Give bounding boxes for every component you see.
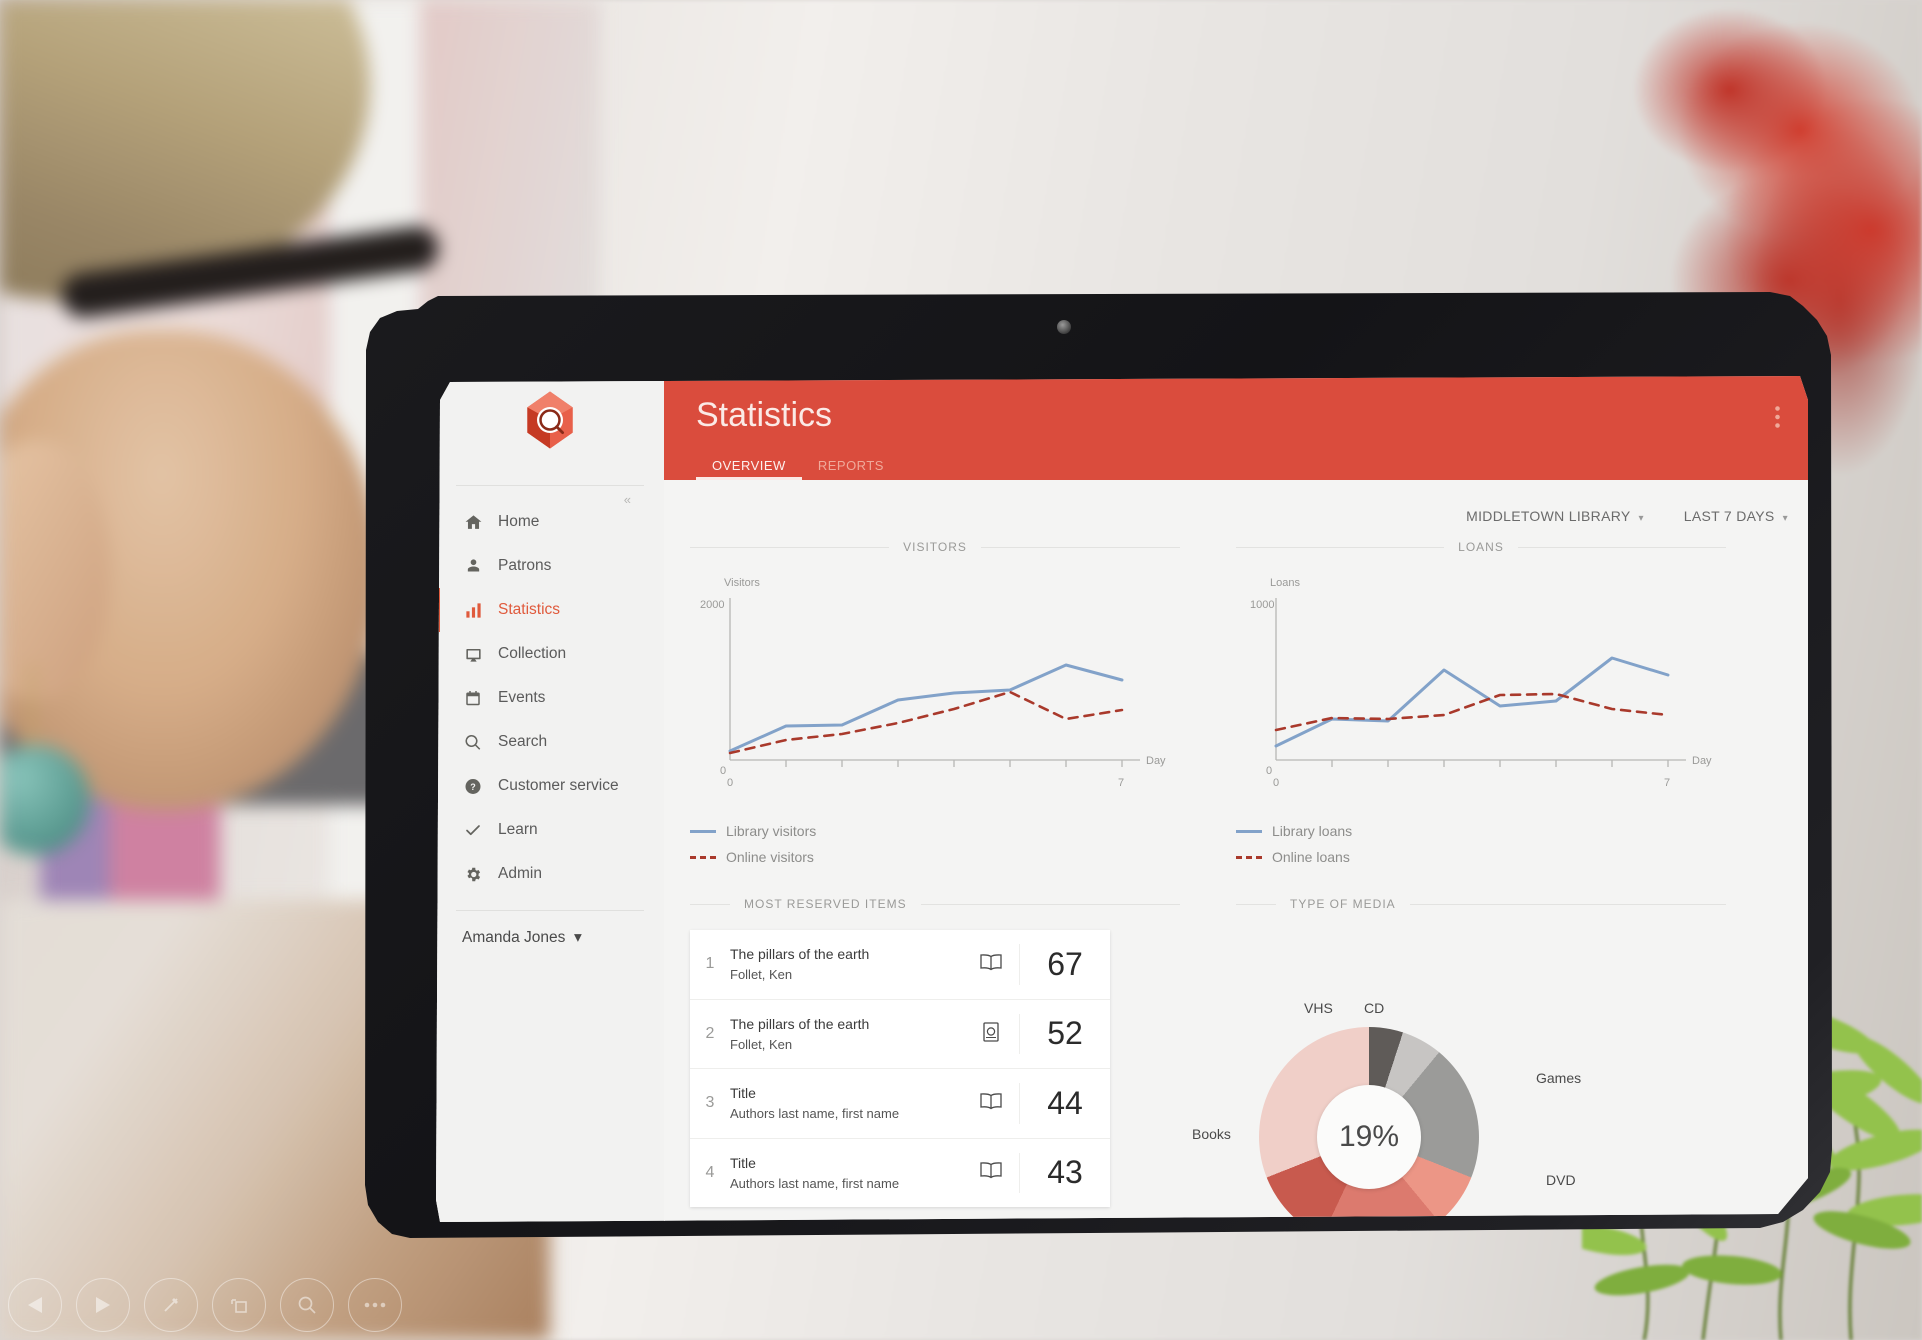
svg-text:Loans: Loans [1270,577,1300,589]
svg-text:0: 0 [1273,777,1279,789]
svg-text:Visitors: Visitors [724,577,760,589]
svg-text:?: ? [470,781,476,791]
svg-text:2000: 2000 [700,599,724,611]
svg-text:Day: Day [1146,755,1166,767]
svg-text:0: 0 [1266,765,1272,777]
svg-text:Day: Day [1692,755,1712,767]
svg-text:1000: 1000 [1250,599,1274,611]
svg-text:7: 7 [1118,777,1124,789]
svg-text:0: 0 [727,777,733,789]
svg-text:0: 0 [720,765,726,777]
svg-text:7: 7 [1664,777,1670,789]
